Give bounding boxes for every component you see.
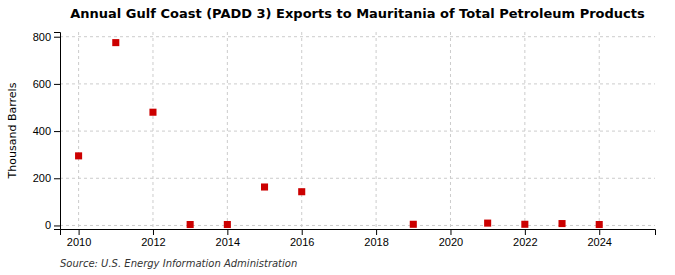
y-axis: 0 200 400 600 800 xyxy=(33,31,61,232)
tick-label: 2024 xyxy=(587,236,611,248)
tick-mark xyxy=(153,229,154,235)
tick-mark xyxy=(599,229,600,235)
tick-mark xyxy=(450,229,451,235)
source: Source: U.S. Energy Information Administ… xyxy=(60,258,297,269)
point xyxy=(596,221,603,228)
grid-line-x xyxy=(152,32,153,229)
tick: 600 xyxy=(33,78,60,90)
y-axis-label: Thousand Barrels xyxy=(6,82,19,179)
tick-mark xyxy=(54,225,60,226)
tick-label: 0 xyxy=(45,219,51,231)
point xyxy=(484,220,491,227)
title: Annual Gulf Coast (PADD 3) Exports to Ma… xyxy=(70,6,645,21)
tick-mark xyxy=(54,84,60,85)
tick: 200 xyxy=(33,172,60,184)
axis-line xyxy=(54,33,61,230)
tick-mark xyxy=(54,131,60,132)
tick-label: 2018 xyxy=(364,236,388,248)
tick-mark xyxy=(525,229,526,235)
tick-label: 200 xyxy=(33,172,51,184)
tick-label: 600 xyxy=(33,78,51,90)
grid-line-y xyxy=(60,225,655,226)
tick-mark xyxy=(227,229,228,235)
grid-line-x xyxy=(599,32,600,229)
grid-line-x xyxy=(376,32,377,229)
grid-line-x xyxy=(227,32,228,229)
points xyxy=(75,39,603,228)
grid-line-y xyxy=(60,83,655,84)
tick: 2016 xyxy=(290,229,314,248)
plot-area: 2010 2012 2014 2016 2018 2020 2022 2024 0 200 400 6… xyxy=(33,31,656,248)
point xyxy=(558,220,565,227)
point xyxy=(224,221,231,228)
grid-line-y xyxy=(60,36,655,37)
tick: 0 xyxy=(45,219,60,231)
tick-mark xyxy=(376,229,377,235)
tick: 2024 xyxy=(587,229,611,248)
tick-label: 2016 xyxy=(290,236,314,248)
x-axis: 2010 2012 2014 2016 2018 2020 2022 2024 xyxy=(61,229,656,248)
grid-line-x xyxy=(78,32,79,229)
tick: 2010 xyxy=(67,229,91,248)
chart: 2010 2012 2014 2016 2018 2020 2022 2024 0 200 400 6… xyxy=(0,0,675,275)
grid-line-y xyxy=(60,178,655,179)
axis-line xyxy=(61,230,656,236)
point xyxy=(521,221,528,228)
tick-label: 2010 xyxy=(67,236,91,248)
tick-label: 2014 xyxy=(216,236,240,248)
grid xyxy=(60,32,655,229)
tick-mark xyxy=(302,229,303,235)
point xyxy=(298,188,305,195)
tick-label: 2012 xyxy=(141,236,165,248)
grid-line-x xyxy=(450,32,451,229)
tick: 800 xyxy=(33,31,60,43)
tick-mark xyxy=(79,229,80,235)
tick: 400 xyxy=(33,125,60,137)
point xyxy=(410,221,417,228)
tick: 2018 xyxy=(364,229,388,248)
point xyxy=(75,152,82,159)
tick-label: 2022 xyxy=(513,236,537,248)
grid-line-x xyxy=(301,32,302,229)
grid-line-x xyxy=(524,32,525,229)
tick-mark xyxy=(54,178,60,179)
tick: 2022 xyxy=(513,229,537,248)
tick-label: 2020 xyxy=(439,236,463,248)
tick-label: 800 xyxy=(33,31,51,43)
tick-mark xyxy=(54,37,60,38)
point xyxy=(187,221,194,228)
tick: 2012 xyxy=(141,229,165,248)
tick-label: 400 xyxy=(33,125,51,137)
point xyxy=(112,39,119,46)
point xyxy=(149,109,156,116)
tick: 2014 xyxy=(216,229,240,248)
point xyxy=(261,183,268,190)
grid-line-y xyxy=(60,131,655,132)
tick: 2020 xyxy=(439,229,463,248)
